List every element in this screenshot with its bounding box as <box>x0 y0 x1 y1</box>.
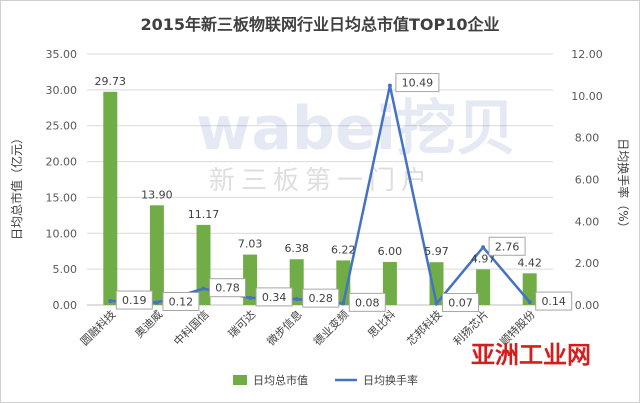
right-tick-label: 12.00 <box>571 48 603 61</box>
category-labels: 圆融科技 奥迪威 中科国信 瑞可达 微步信息 德业变频 思比科 芯邦科技 利扬芯片 顺特股份 <box>77 307 537 348</box>
line-point <box>154 300 159 305</box>
bar <box>336 260 351 305</box>
line-label-box <box>255 287 293 307</box>
line-point <box>201 286 206 291</box>
line-label-box <box>209 278 246 298</box>
bar <box>289 259 304 305</box>
line-label-box <box>302 288 340 308</box>
bar-value-label: 6.38 <box>284 242 309 255</box>
right-tick-label: 10.00 <box>571 90 603 103</box>
legend-line-label: 日均换手率 <box>363 373 418 387</box>
line-value-label: 0.14 <box>541 295 566 308</box>
bar <box>103 91 118 305</box>
line-label-box <box>162 291 200 311</box>
legend-bar-label: 日均总市值 <box>253 373 308 387</box>
line-label-box <box>488 236 526 256</box>
line-value-label: 0.12 <box>169 295 194 308</box>
bar <box>429 262 444 305</box>
left-tick-label: 0.00 <box>53 299 78 312</box>
line-point <box>527 300 532 305</box>
left-tick-label: 30.00 <box>46 84 78 97</box>
bar <box>196 224 211 305</box>
bar-value-label: 6.00 <box>378 245 403 258</box>
watermark-slogan: 新三板第一门户 <box>209 166 433 196</box>
right-tick-label: 6.00 <box>575 174 600 187</box>
legend-bar-swatch <box>233 375 247 385</box>
bar-value-label: 29.73 <box>95 75 127 88</box>
watermark-brand: wabei挖贝 <box>196 94 516 164</box>
line-value-label: 0.07 <box>448 297 473 310</box>
line-value-label: 0.19 <box>122 294 147 307</box>
line-point <box>248 295 253 300</box>
bar <box>149 205 164 305</box>
category-label: 思比科 <box>365 307 398 340</box>
left-tick-label: 15.00 <box>46 191 78 204</box>
category-label: 微步信息 <box>264 307 305 348</box>
category-label: 奥迪威 <box>132 307 165 340</box>
line-point <box>481 245 486 250</box>
legend: 日均总市值 日均换手率 <box>233 373 418 387</box>
bars <box>103 91 537 305</box>
left-tick-label: 20.00 <box>46 156 78 169</box>
line-point <box>294 297 299 302</box>
line-value-label: 2.76 <box>495 240 520 253</box>
category-label: 中科国信 <box>171 307 212 348</box>
right-tick-label: 8.00 <box>575 132 600 145</box>
category-label: 德业变频 <box>310 307 351 348</box>
bar-value-label: 6.22 <box>331 243 356 256</box>
corner-logo: 亚洲工业网 <box>471 340 591 369</box>
bar <box>243 254 258 305</box>
chart-title: 2015年新三板物联网行业日均总市值TOP10企业 <box>140 15 500 34</box>
bar-value-label: 11.17 <box>188 208 220 221</box>
right-tick-label: 0.00 <box>575 299 600 312</box>
left-axis-title: 日均总市值（亿元） <box>9 132 24 240</box>
left-axis-ticks: 0.00 5.00 10.00 15.00 20.00 25.00 30.00 35.00 <box>46 48 78 312</box>
line-point <box>387 83 392 88</box>
right-tick-label: 2.00 <box>575 257 600 270</box>
line-label-box <box>115 290 153 310</box>
right-axis-ticks: 0.00 2.00 4.00 6.00 8.00 10.00 12.00 <box>571 48 603 312</box>
line-value-label: 0.78 <box>215 282 240 295</box>
right-axis-title: 日均换手率（%） <box>616 138 631 233</box>
category-label: 圆融科技 <box>77 307 118 348</box>
right-tick-label: 4.00 <box>575 215 600 228</box>
line-value-label: 0.34 <box>262 291 287 304</box>
category-label: 瑞可达 <box>225 307 258 340</box>
watermark: wabei挖贝 新三板第一门户 <box>196 94 516 196</box>
bar-value-label: 13.90 <box>141 188 173 201</box>
bar <box>476 269 491 305</box>
line-point <box>434 301 439 306</box>
line-value-label: 10.49 <box>402 77 434 90</box>
bar-value-label: 7.03 <box>238 238 263 251</box>
left-tick-label: 10.00 <box>46 227 78 240</box>
left-tick-label: 35.00 <box>46 48 78 61</box>
bar-value-label: 4.42 <box>517 256 542 269</box>
line-label-box <box>535 291 573 311</box>
left-tick-label: 5.00 <box>53 263 78 276</box>
line-value-label: 0.28 <box>308 292 333 305</box>
category-label: 芯邦科技 <box>404 307 445 348</box>
left-tick-label: 25.00 <box>46 120 78 133</box>
line-point <box>341 301 346 306</box>
bar <box>382 261 397 305</box>
line-point <box>108 299 113 304</box>
line-label-box <box>348 292 386 312</box>
bar-value-label: 5.97 <box>424 245 449 258</box>
line-label-box <box>442 293 479 313</box>
line-label-box <box>395 73 440 93</box>
line-value-label: 0.08 <box>355 296 380 309</box>
